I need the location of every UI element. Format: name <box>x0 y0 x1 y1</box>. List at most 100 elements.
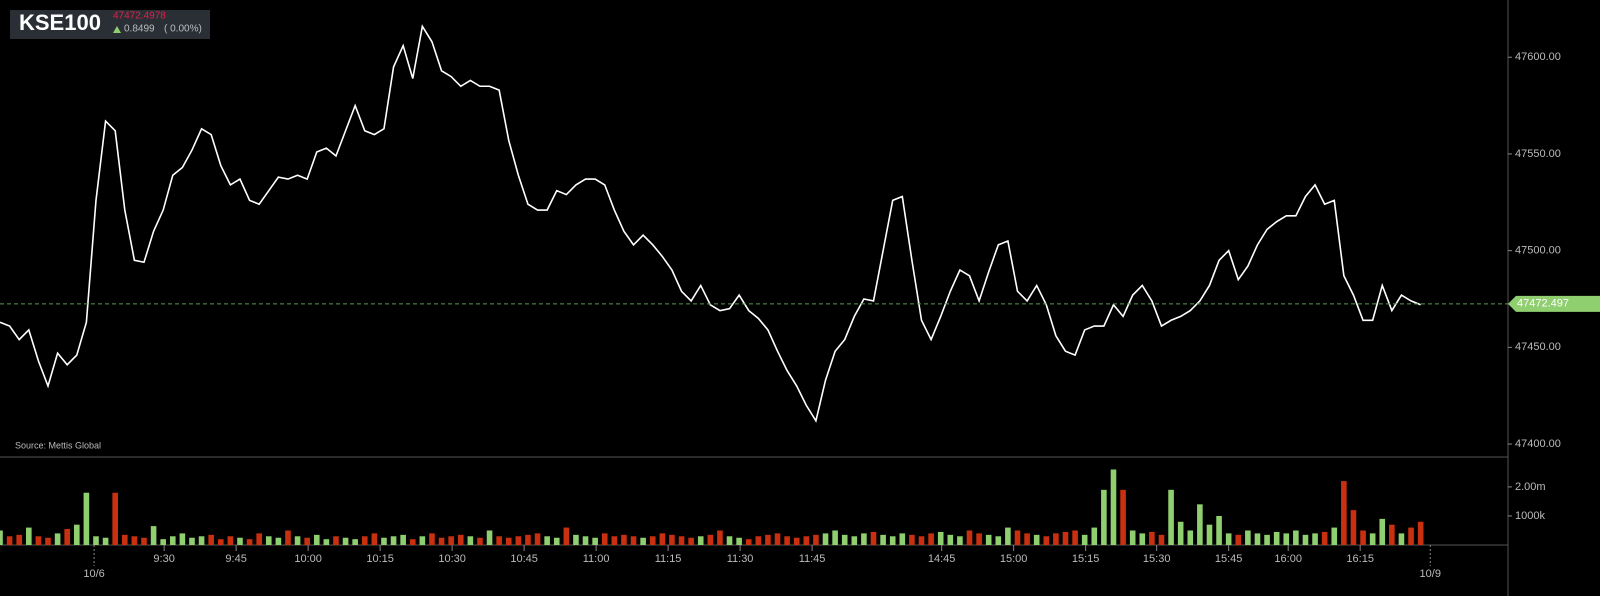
volume-bar <box>35 536 42 545</box>
volume-bar <box>265 536 272 545</box>
volume-bar <box>1024 533 1030 545</box>
y-tick-label: 47500.00 <box>1515 245 1561 257</box>
x-tick-label: 15:00 <box>1000 553 1028 565</box>
volume-bar <box>1062 531 1069 545</box>
volume-bar <box>1110 469 1117 545</box>
ticker-title: KSE100 <box>19 10 101 35</box>
volume-bar <box>1149 531 1155 545</box>
volume-bar <box>342 537 349 545</box>
volume-bar <box>409 539 416 545</box>
volume-bar <box>976 533 982 545</box>
volume-bar <box>390 536 397 545</box>
last-price: 47472.4978 <box>113 11 166 22</box>
volume-bar <box>1158 534 1165 545</box>
volume-bar <box>477 537 483 545</box>
volume-bar <box>1206 524 1213 545</box>
volume-bar <box>1254 533 1261 545</box>
volume-bar <box>1120 489 1126 545</box>
volume-bar <box>54 533 61 545</box>
volume-bar <box>909 534 915 545</box>
volume-bar <box>150 526 157 545</box>
volume-bar <box>697 536 704 545</box>
volume-bar <box>371 533 378 545</box>
volume-bar <box>889 536 896 545</box>
volume-bar <box>1053 533 1059 545</box>
volume-bar <box>1283 533 1290 545</box>
source-note: Source: Mettis Global <box>15 440 101 450</box>
y-tick-label: 47550.00 <box>1515 148 1561 160</box>
volume-bar <box>1302 534 1309 545</box>
volume-bar <box>784 536 790 545</box>
volume-bar <box>1369 533 1376 545</box>
volume-bar <box>582 536 589 545</box>
volume-bar <box>985 534 992 545</box>
volume-bar <box>688 537 694 545</box>
volume-bar <box>486 530 493 545</box>
volume-bar <box>131 536 138 545</box>
volume-bar <box>707 534 714 545</box>
volume-bar <box>1273 531 1280 545</box>
volume-bar <box>803 536 810 545</box>
volume-bar <box>880 534 886 545</box>
volume-bar <box>957 536 963 545</box>
volume-bar <box>400 534 406 545</box>
x-tick-label: 15:45 <box>1215 553 1243 565</box>
volume-bar <box>659 533 666 545</box>
volume-bar <box>1072 530 1078 545</box>
volume-bar <box>832 530 838 545</box>
x-tick-label: 10/6 <box>83 568 104 580</box>
volume-bar <box>419 536 426 545</box>
volume-bar <box>928 533 934 545</box>
volume-bar <box>467 536 474 545</box>
volume-bar <box>438 537 445 545</box>
volume-bar <box>592 537 598 545</box>
volume-bar <box>841 534 848 545</box>
volume-bar <box>1139 533 1146 545</box>
volume-bar <box>112 492 118 545</box>
volume-bar <box>1081 534 1088 545</box>
volume-bar <box>1091 527 1098 545</box>
volume-bar <box>793 537 800 545</box>
volume-bar <box>227 536 234 545</box>
volume-bar <box>102 537 109 545</box>
volume-bar <box>813 534 819 545</box>
volume-bar <box>966 530 973 545</box>
x-tick-label: 9:30 <box>153 553 174 565</box>
x-tick-label: 10/9 <box>1420 568 1441 580</box>
volume-bar <box>1101 489 1107 545</box>
x-tick-label: 10:30 <box>438 553 466 565</box>
volume-bar <box>726 536 733 545</box>
volume-bar <box>160 539 166 545</box>
volume-bar <box>1168 489 1174 545</box>
volume-bar <box>1379 518 1386 545</box>
volume-bar <box>630 536 637 545</box>
volume-bar <box>899 533 906 545</box>
volume-bar <box>1033 534 1040 545</box>
volume-bar <box>1331 527 1338 545</box>
volume-bar <box>1225 533 1232 545</box>
volume-bar <box>611 536 618 545</box>
y-tick-label: 47450.00 <box>1515 341 1561 353</box>
volume-bar <box>1264 534 1270 545</box>
volume-bar <box>755 536 762 545</box>
volume-bar <box>1408 527 1414 545</box>
volume-bar <box>649 536 656 545</box>
volume-bar <box>1321 531 1328 545</box>
volume-bar <box>1005 527 1011 545</box>
volume-bar <box>64 529 70 545</box>
volume-bar <box>1398 533 1405 545</box>
volume-bar <box>198 536 205 545</box>
x-tick-label: 15:15 <box>1072 553 1100 565</box>
volume-bar <box>285 530 291 545</box>
volume-bar <box>995 536 1002 545</box>
plot-area <box>0 24 1508 545</box>
volume-bar <box>45 537 51 545</box>
x-tick-label: 10:45 <box>510 553 538 565</box>
x-tick-label: 14:45 <box>928 553 956 565</box>
x-tick-label: 9:45 <box>225 553 246 565</box>
volume-bar <box>1389 524 1395 545</box>
volume-bar <box>563 527 570 545</box>
volume-bar <box>534 533 541 545</box>
volume-bar <box>1312 533 1318 545</box>
